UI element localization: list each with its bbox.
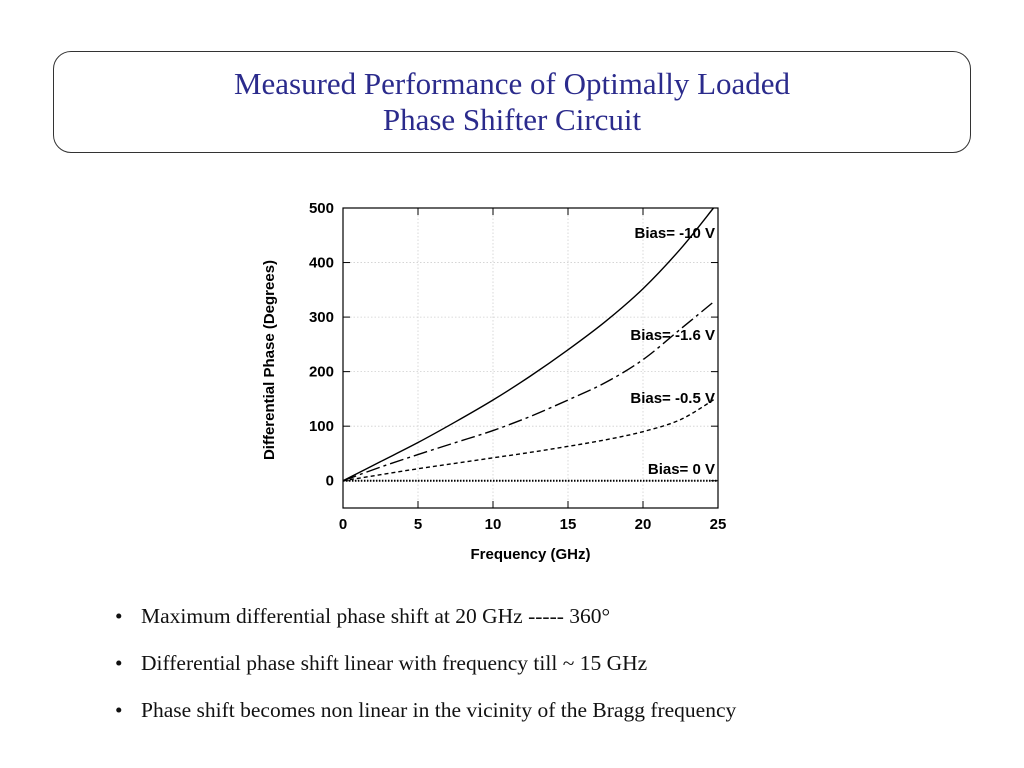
y-tick-label: 300 [309,309,334,326]
y-tick-label: 0 [326,473,334,490]
axis-ticks: 0 5 10 15 20 25 0 100 200 300 400 500 [309,200,726,533]
x-axis-label: Frequency (GHz) [470,546,590,563]
slide-title-line-1: Measured Performance of Optimally Loaded [233,66,791,101]
series-annotation: Bias= -0.5 V [630,390,715,407]
chart-labels: Bias= -10 V Bias= -1.6 V Bias= -0.5 V Bias=… [261,225,715,563]
slide-title-line-2: Phase Shifter Circuit [382,102,642,137]
bullet-item: • Phase shift becomes non linear in the v… [115,692,736,739]
bullet-dot: • [115,651,123,675]
bullet-text: Phase shift becomes non linear in the vi… [141,698,737,722]
bullet-item: • Maximum differential phase shift at 20 … [115,598,736,645]
bullet-item: • Differential phase shift linear with fr… [115,645,736,692]
series-annotation: Bias= -1.6 V [630,327,715,344]
series-annotation: Bias= 0 V [648,461,715,478]
y-axis-label: Differential Phase (Degrees) [261,260,278,460]
bullet-text: Maximum differential phase shift at 20 G… [141,604,611,628]
x-tick-label: 15 [560,516,577,533]
y-tick-label: 500 [309,200,334,217]
y-tick-label: 200 [309,364,334,381]
plot-frame [342,207,719,509]
bullet-list: • Maximum differential phase shift at 20 … [115,598,736,739]
x-tick-label: 25 [710,516,727,533]
bullet-dot: • [115,698,123,722]
series-line-1 [342,300,716,482]
x-tick-label: 5 [414,516,422,533]
bullet-text: Differential phase shift linear with fre… [141,651,648,675]
series-annotation: Bias= -10 V [635,225,715,242]
x-tick-label: 20 [635,516,652,533]
title-box: Measured Performance of Optimally Loaded… [53,51,971,153]
bullet-dot: • [115,604,123,628]
series-line-0 [342,207,715,482]
y-tick-label: 100 [309,418,334,435]
series-line-2 [342,398,716,482]
y-tick-label: 400 [309,255,334,272]
x-tick-label: 10 [485,516,502,533]
x-tick-label: 0 [339,516,347,533]
plot-border [342,207,719,509]
series-lines [342,207,718,482]
